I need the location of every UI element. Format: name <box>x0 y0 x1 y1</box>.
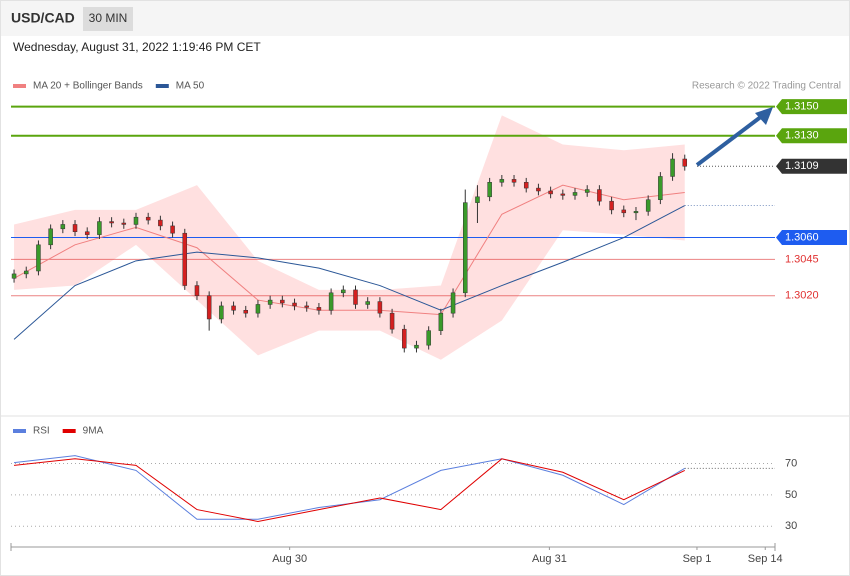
candle-body <box>450 292 456 314</box>
candle-body <box>621 209 627 214</box>
candle-body <box>292 302 297 307</box>
ma20-line <box>13 184 685 316</box>
level-label: 1.3045 <box>785 253 819 265</box>
candle-body <box>11 273 17 279</box>
candle-body <box>48 228 53 246</box>
candle-body <box>36 244 41 272</box>
level-label: 1.3020 <box>785 290 819 302</box>
candle-body <box>316 307 322 311</box>
candle-body <box>658 176 663 200</box>
candle-body <box>463 202 468 294</box>
forecast-arrow-head <box>755 107 773 125</box>
timestamp: Wednesday, August 31, 2022 1:19:46 PM CE… <box>13 40 261 54</box>
candle-body <box>414 344 419 349</box>
candle-body <box>572 192 578 196</box>
candle-body <box>365 301 370 305</box>
candle-body <box>97 221 102 235</box>
timeframe[interactable]: 30 MIN <box>89 11 128 25</box>
x-tick-label: Sep 1 <box>683 553 712 565</box>
candle-body <box>670 158 675 177</box>
level-box <box>776 230 847 246</box>
candle-body <box>560 193 566 196</box>
candle-body <box>121 222 127 225</box>
candle-body <box>60 224 66 230</box>
candle-body <box>206 295 212 320</box>
candle-body <box>523 182 529 189</box>
candle-body <box>536 187 541 192</box>
candle-body <box>475 196 480 203</box>
rsi-ma-line <box>13 458 685 523</box>
level-label: 1.3130 <box>785 130 819 142</box>
y-tick-label: 70 <box>785 457 797 469</box>
candle-body <box>23 270 29 275</box>
candle-body <box>633 211 639 214</box>
candle-body <box>499 179 505 183</box>
candle-body <box>145 216 151 221</box>
candle-body <box>72 224 78 232</box>
legend-label: RSI <box>33 426 50 437</box>
candle-body <box>328 292 334 311</box>
candle-body <box>402 328 407 349</box>
candle-body <box>109 221 114 224</box>
candle-body <box>511 179 517 183</box>
legend-swatch <box>13 429 26 433</box>
candle-body <box>548 190 553 195</box>
level-box <box>776 158 847 174</box>
candle-body <box>182 232 188 286</box>
candle-body <box>584 189 590 193</box>
legend-swatch <box>155 84 169 88</box>
y-tick-label: 30 <box>785 520 797 532</box>
candle-body <box>219 305 224 320</box>
level-box <box>776 99 847 115</box>
candle-body <box>194 285 200 296</box>
level-box <box>776 128 847 144</box>
candle-body <box>597 189 602 202</box>
candle-body <box>304 305 309 308</box>
ma50-line <box>13 205 685 340</box>
symbol: USD/CAD <box>11 10 75 26</box>
legend-label: MA 20 + Bollinger Bands <box>33 81 143 92</box>
bollinger-band <box>14 115 685 360</box>
legend-label: 9MA <box>83 426 104 437</box>
candle-body <box>487 182 492 198</box>
legend-swatch <box>62 429 76 433</box>
candle-body <box>84 231 90 235</box>
candle-body <box>267 299 273 305</box>
timeframe-box[interactable] <box>83 7 133 31</box>
legend-swatch <box>13 84 26 88</box>
candle-body <box>231 305 236 311</box>
y-tick-label: 50 <box>785 489 797 501</box>
x-tick-label: Aug 30 <box>272 553 307 565</box>
header-bar <box>1 1 849 36</box>
x-tick-label: Sep 14 <box>748 553 783 565</box>
candle-body <box>133 216 139 225</box>
candle-body <box>377 301 383 314</box>
source: Research © 2022 Trading Central <box>692 81 841 92</box>
candle-body <box>158 219 163 227</box>
candle-body <box>170 225 175 234</box>
candle-body <box>609 200 614 211</box>
candle-body <box>341 289 346 294</box>
candle-body <box>243 310 248 314</box>
level-label: 1.3109 <box>785 160 819 172</box>
candle-body <box>353 289 358 305</box>
candle-body <box>389 312 395 330</box>
legend-label: MA 50 <box>176 81 205 92</box>
forecast-arrow <box>695 114 764 167</box>
x-tick-label: Aug 31 <box>532 553 567 565</box>
candle-body <box>645 199 651 212</box>
level-label: 1.3150 <box>785 101 819 113</box>
candle-body <box>280 299 285 304</box>
candle-body <box>255 304 261 314</box>
candle-body <box>438 312 444 331</box>
candle-body <box>682 158 688 167</box>
level-label: 1.3060 <box>785 231 819 243</box>
candle-body <box>426 330 431 346</box>
